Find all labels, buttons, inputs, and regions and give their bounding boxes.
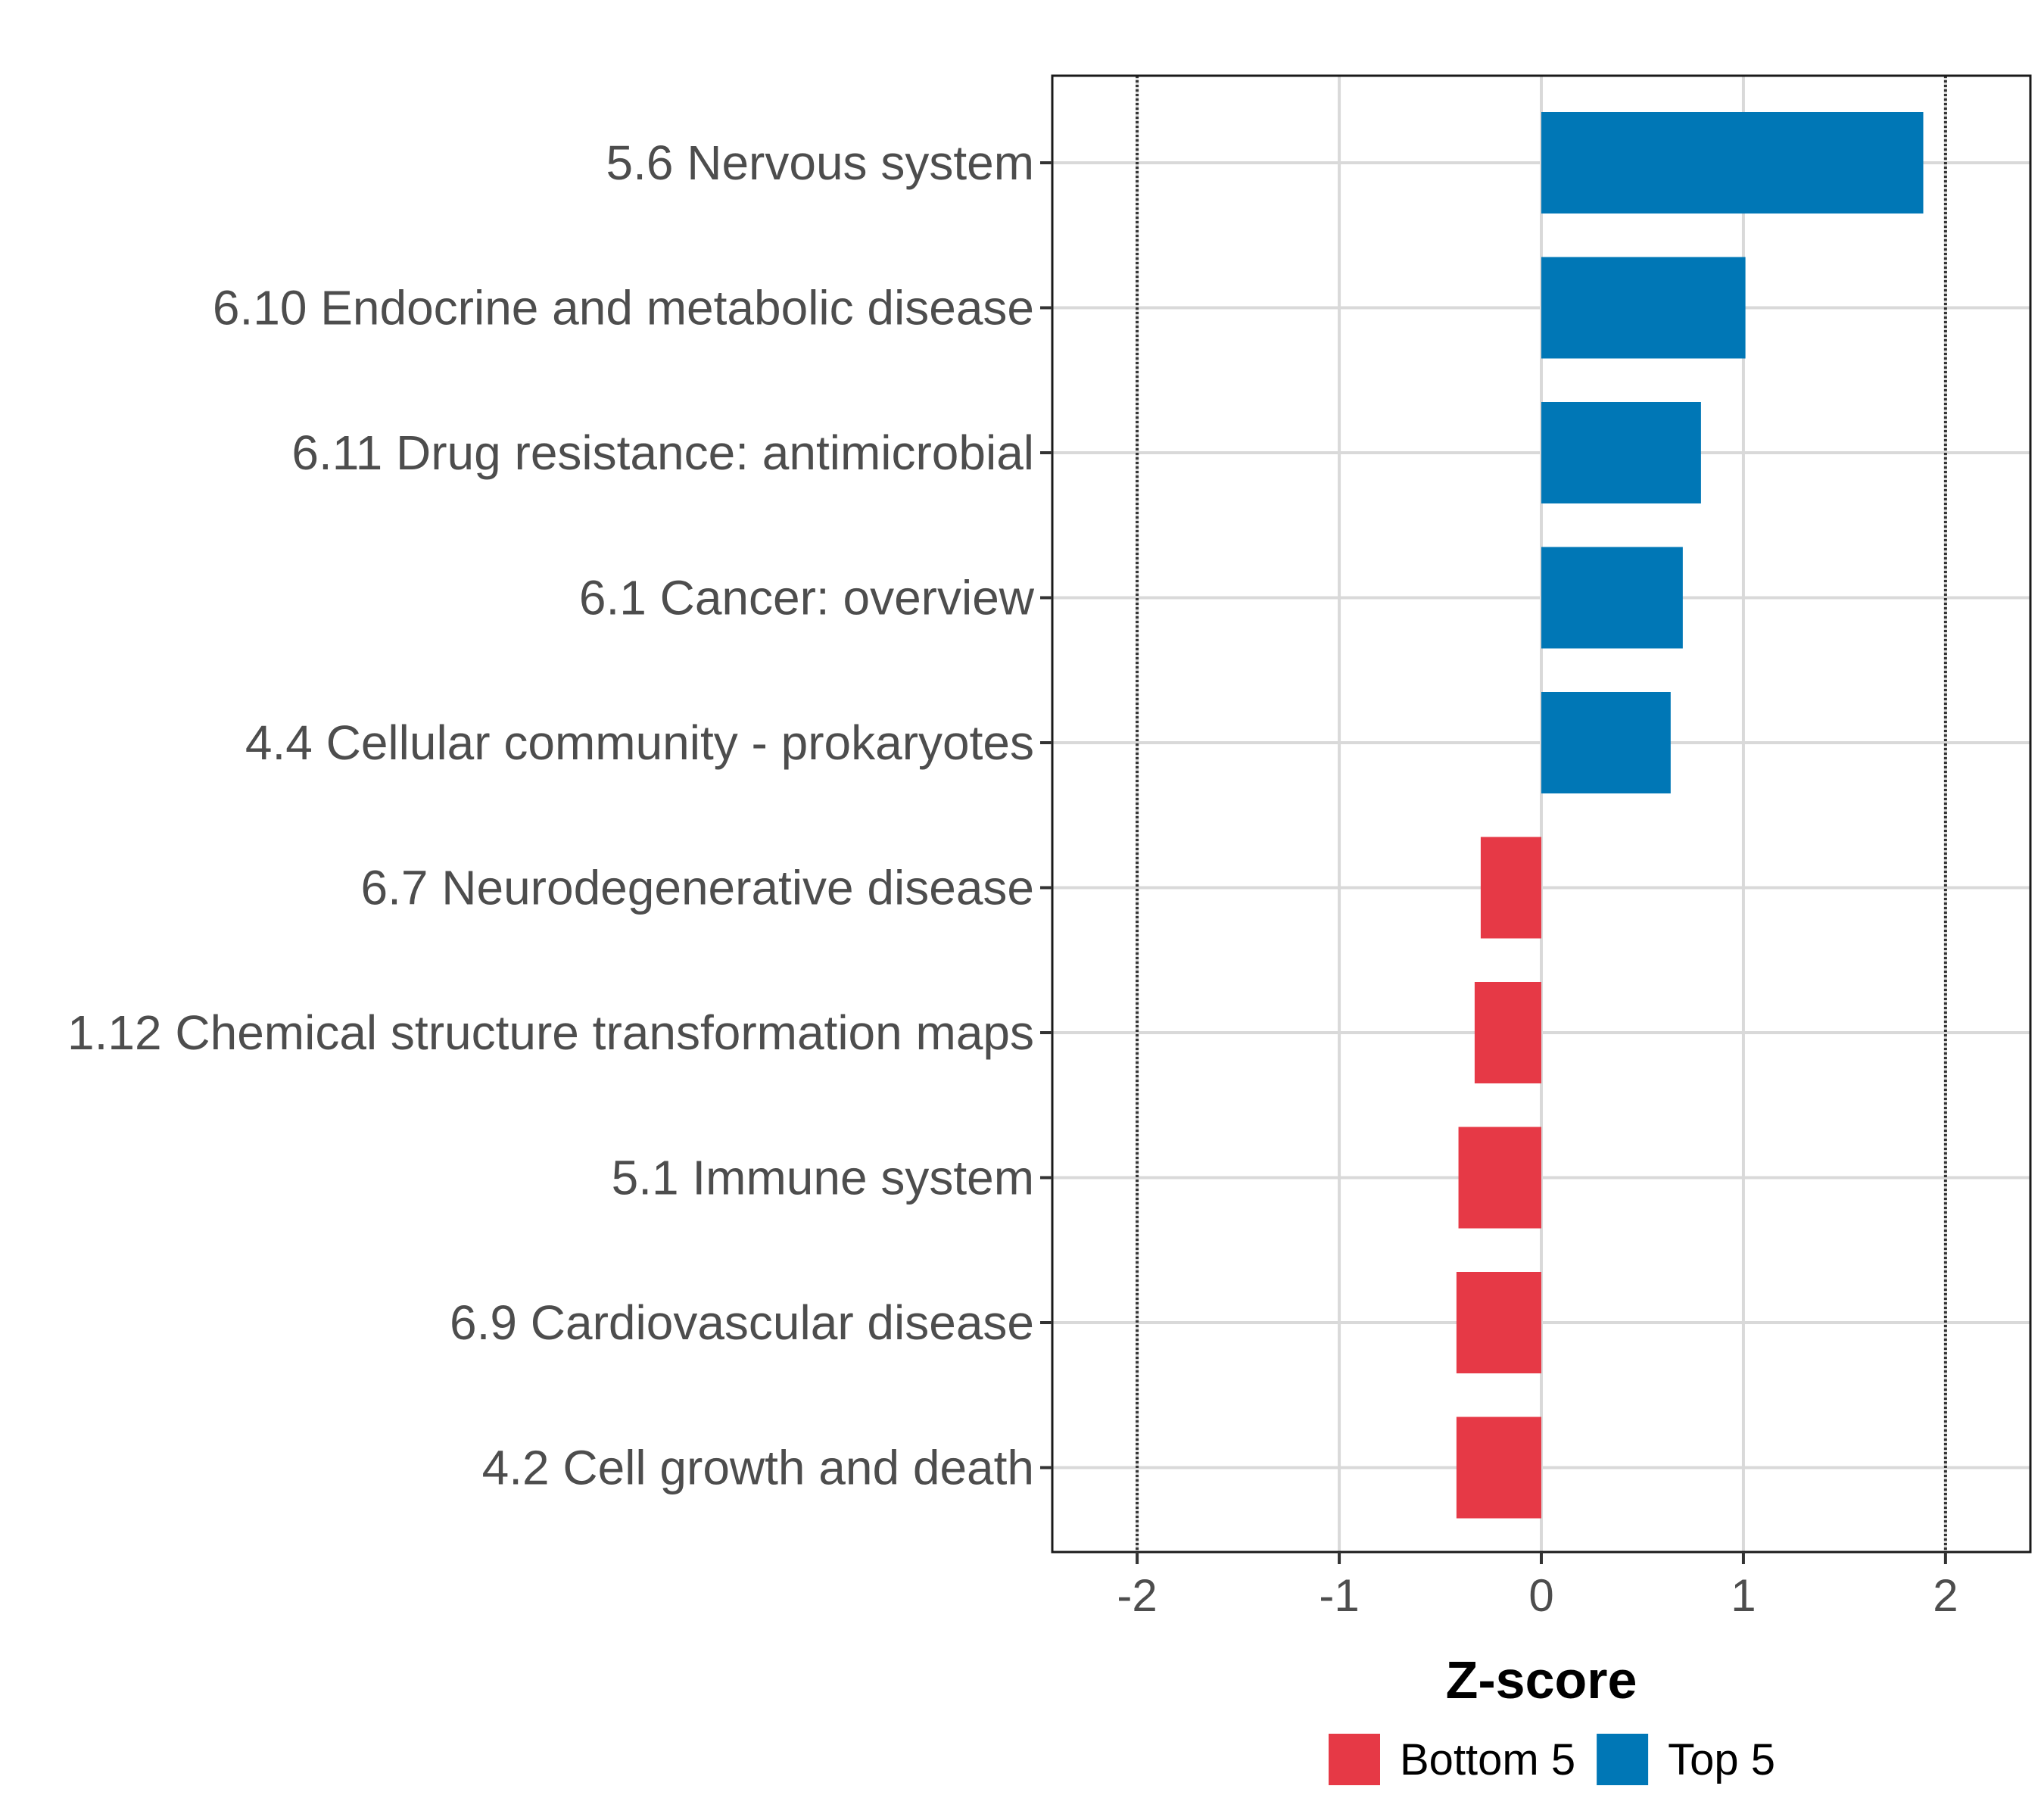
bar-top bbox=[1541, 257, 1746, 359]
y-tick-label: 4.2 Cell growth and death bbox=[482, 1441, 1034, 1495]
bar-bottom bbox=[1456, 1272, 1541, 1373]
bar-top bbox=[1541, 112, 1924, 213]
y-tick-label: 1.12 Chemical structure transformation m… bbox=[67, 1005, 1034, 1060]
x-axis: -2 -1 0 1 2 bbox=[1117, 1552, 1958, 1621]
legend-swatch bbox=[1597, 1734, 1649, 1785]
x-axis-title: Z-score bbox=[1446, 1650, 1637, 1709]
legend-label: Bottom 5 bbox=[1400, 1735, 1575, 1784]
bar-top bbox=[1541, 692, 1671, 793]
y-tick-label: 6.7 Neurodegenerative disease bbox=[361, 861, 1035, 915]
y-tick-label: 5.6 Nervous system bbox=[606, 136, 1034, 190]
legend-label: Top 5 bbox=[1668, 1735, 1775, 1784]
y-tick-label: 6.9 Cardiovascular disease bbox=[450, 1295, 1034, 1350]
y-tick-label: 4.4 Cellular community - prokaryotes bbox=[245, 715, 1034, 770]
bar-bottom bbox=[1474, 982, 1541, 1083]
x-tick-label: -1 bbox=[1319, 1570, 1359, 1621]
bar-bottom bbox=[1480, 837, 1541, 939]
bar-bottom bbox=[1456, 1417, 1541, 1519]
legend: Bottom 5 Top 5 bbox=[1329, 1734, 1775, 1785]
x-tick-label: 0 bbox=[1528, 1570, 1553, 1621]
reference-lines bbox=[1136, 76, 1947, 1552]
bar-top bbox=[1541, 547, 1683, 649]
bar-top bbox=[1541, 402, 1701, 503]
x-tick-label: -2 bbox=[1117, 1570, 1157, 1621]
y-tick-label: 6.1 Cancer: overview bbox=[579, 571, 1035, 625]
x-tick-label: 1 bbox=[1731, 1570, 1756, 1621]
y-tick-label: 5.1 Immune system bbox=[612, 1151, 1034, 1205]
x-tick-label: 2 bbox=[1933, 1570, 1958, 1621]
y-tick-label: 6.10 Endocrine and metabolic disease bbox=[213, 281, 1034, 335]
y-tick-label: 6.11 Drug resistance: antimicrobial bbox=[291, 425, 1034, 480]
bar-bottom bbox=[1458, 1127, 1541, 1229]
legend-swatch bbox=[1329, 1734, 1380, 1785]
y-axis: 5.6 Nervous system 6.10 Endocrine and met… bbox=[67, 136, 1052, 1495]
bars bbox=[1456, 112, 1924, 1519]
